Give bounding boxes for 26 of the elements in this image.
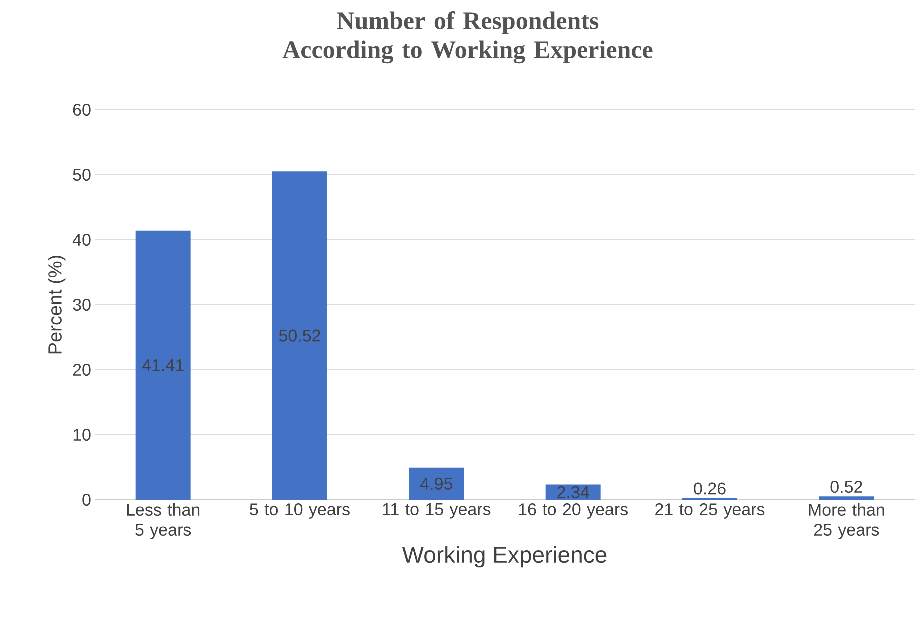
- x-tick-label: 5 to 10 years: [250, 504, 350, 519]
- data-label: 41.41: [142, 360, 184, 372]
- y-tick-label: 30: [73, 298, 91, 312]
- x-axis-title: Working Experience: [402, 546, 607, 568]
- y-tick-label: 10: [74, 428, 91, 442]
- y-tick-label: 0: [82, 494, 91, 506]
- x-tick-label: 21 to 25 years: [656, 504, 765, 519]
- y-tick-label: 40: [72, 234, 91, 246]
- bar: [409, 468, 464, 500]
- y-tick-label: 50: [73, 168, 91, 182]
- bar: [819, 496, 874, 500]
- data-label: 50.52: [279, 330, 320, 342]
- data-label: 2.34: [558, 486, 590, 498]
- data-label: 0.52: [830, 481, 862, 494]
- x-tick-label: 16 to 20 years: [519, 504, 628, 519]
- x-tick-label: More than 25 years: [809, 504, 884, 540]
- y-tick-label: 60: [73, 104, 91, 116]
- data-label: 4.95: [420, 478, 452, 490]
- bar: [272, 172, 328, 500]
- x-tick-label: Less than 5 years: [127, 504, 200, 540]
- data-label: 0.26: [694, 482, 726, 495]
- bar: [136, 230, 191, 500]
- x-tick-label: 11 to 15 years: [383, 504, 491, 519]
- y-axis-title: Percent (%): [48, 256, 66, 354]
- chart-title: Number of Respondents According to Working Experience: [282, 12, 653, 64]
- y-tick-label: 20: [73, 364, 91, 376]
